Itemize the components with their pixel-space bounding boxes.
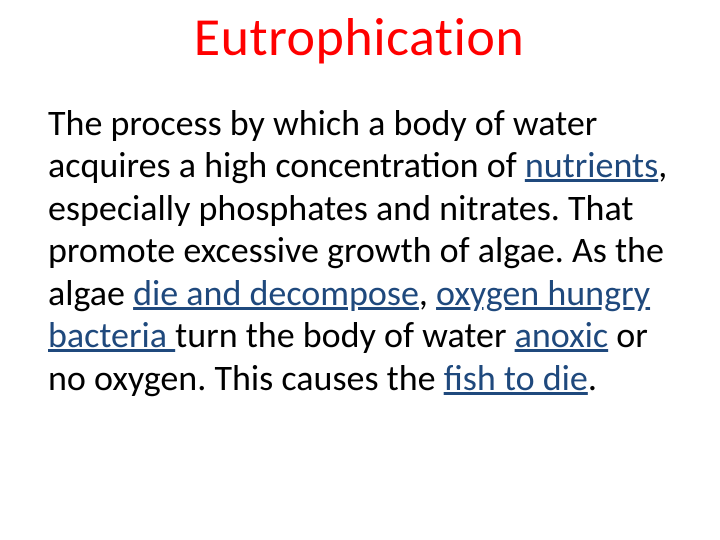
- body-link-9[interactable]: fish to die: [444, 356, 588, 400]
- slide-body: The process by which a body of water acq…: [48, 102, 670, 399]
- slide-title: Eutrophication: [48, 4, 670, 70]
- body-link-3[interactable]: die and decompose: [133, 271, 419, 315]
- body-text-10: .: [588, 356, 597, 400]
- body-text-6: turn the body of water: [175, 313, 514, 357]
- slide: Eutrophication The process by which a bo…: [0, 0, 720, 540]
- body-link-7[interactable]: anoxic: [515, 313, 609, 357]
- body-text-4: ,: [419, 271, 436, 315]
- body-text-0: The process by which a body of water acq…: [48, 101, 597, 187]
- body-link-1[interactable]: nutrients: [525, 143, 658, 187]
